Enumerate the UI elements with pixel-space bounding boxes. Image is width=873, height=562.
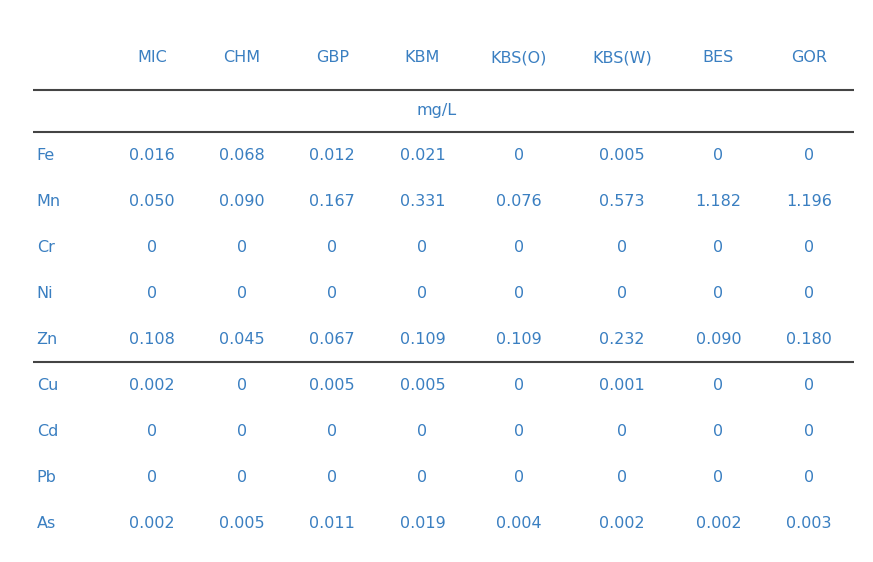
Text: Cr: Cr bbox=[37, 240, 54, 255]
Text: 0: 0 bbox=[514, 424, 524, 439]
Text: CHM: CHM bbox=[223, 50, 260, 65]
Text: 0: 0 bbox=[804, 378, 814, 393]
Text: 0: 0 bbox=[514, 378, 524, 393]
Text: 0.167: 0.167 bbox=[309, 194, 355, 209]
Text: 0.090: 0.090 bbox=[219, 194, 265, 209]
Text: Cu: Cu bbox=[37, 378, 58, 393]
Text: 0: 0 bbox=[804, 240, 814, 255]
Text: Mn: Mn bbox=[37, 194, 61, 209]
Text: 0: 0 bbox=[237, 424, 247, 439]
Text: 0: 0 bbox=[617, 286, 627, 301]
Text: 0: 0 bbox=[327, 470, 337, 485]
Text: 0.109: 0.109 bbox=[400, 332, 445, 347]
Text: KBS(O): KBS(O) bbox=[491, 50, 547, 65]
Text: 0: 0 bbox=[514, 470, 524, 485]
Text: 0: 0 bbox=[327, 286, 337, 301]
Text: 0.021: 0.021 bbox=[400, 148, 445, 162]
Text: 0: 0 bbox=[417, 424, 428, 439]
Text: 0: 0 bbox=[713, 286, 724, 301]
Text: 0.108: 0.108 bbox=[129, 332, 175, 347]
Text: As: As bbox=[37, 516, 56, 531]
Text: 0.002: 0.002 bbox=[599, 516, 645, 531]
Text: mg/L: mg/L bbox=[416, 103, 457, 119]
Text: MIC: MIC bbox=[137, 50, 167, 65]
Text: 0.001: 0.001 bbox=[599, 378, 645, 393]
Text: 0.067: 0.067 bbox=[309, 332, 355, 347]
Text: GOR: GOR bbox=[791, 50, 827, 65]
Text: 0.005: 0.005 bbox=[309, 378, 355, 393]
Text: 0: 0 bbox=[804, 148, 814, 162]
Text: 0.109: 0.109 bbox=[496, 332, 542, 347]
Text: 0.090: 0.090 bbox=[696, 332, 741, 347]
Text: 0: 0 bbox=[514, 240, 524, 255]
Text: 0: 0 bbox=[713, 240, 724, 255]
Text: 0: 0 bbox=[417, 240, 428, 255]
Text: GBP: GBP bbox=[316, 50, 348, 65]
Text: 0: 0 bbox=[713, 470, 724, 485]
Text: 0: 0 bbox=[147, 286, 157, 301]
Text: KBS(W): KBS(W) bbox=[592, 50, 652, 65]
Text: 0: 0 bbox=[327, 240, 337, 255]
Text: Zn: Zn bbox=[37, 332, 58, 347]
Text: 0: 0 bbox=[713, 424, 724, 439]
Text: 0.005: 0.005 bbox=[400, 378, 445, 393]
Text: Cd: Cd bbox=[37, 424, 58, 439]
Text: 0: 0 bbox=[147, 424, 157, 439]
Text: 0: 0 bbox=[804, 424, 814, 439]
Text: 0.011: 0.011 bbox=[309, 516, 355, 531]
Text: 0: 0 bbox=[417, 286, 428, 301]
Text: 0: 0 bbox=[237, 240, 247, 255]
Text: 0: 0 bbox=[514, 286, 524, 301]
Text: 0: 0 bbox=[617, 470, 627, 485]
Text: 0: 0 bbox=[713, 378, 724, 393]
Text: 0: 0 bbox=[713, 148, 724, 162]
Text: 0.002: 0.002 bbox=[696, 516, 741, 531]
Text: 0: 0 bbox=[617, 240, 627, 255]
Text: 0: 0 bbox=[417, 470, 428, 485]
Text: 0: 0 bbox=[147, 240, 157, 255]
Text: 0.068: 0.068 bbox=[219, 148, 265, 162]
Text: 0.045: 0.045 bbox=[219, 332, 265, 347]
Text: BES: BES bbox=[703, 50, 734, 65]
Text: 0.004: 0.004 bbox=[496, 516, 542, 531]
Text: 0: 0 bbox=[514, 148, 524, 162]
Text: 0: 0 bbox=[804, 286, 814, 301]
Text: 0.005: 0.005 bbox=[599, 148, 645, 162]
Text: 0.012: 0.012 bbox=[309, 148, 355, 162]
Text: 0.002: 0.002 bbox=[129, 516, 175, 531]
Text: 0.180: 0.180 bbox=[786, 332, 832, 347]
Text: 0.232: 0.232 bbox=[599, 332, 644, 347]
Text: 0: 0 bbox=[237, 286, 247, 301]
Text: 1.196: 1.196 bbox=[786, 194, 832, 209]
Text: Pb: Pb bbox=[37, 470, 57, 485]
Text: 0.005: 0.005 bbox=[219, 516, 265, 531]
Text: Ni: Ni bbox=[37, 286, 53, 301]
Text: 0.573: 0.573 bbox=[599, 194, 644, 209]
Text: 0: 0 bbox=[327, 424, 337, 439]
Text: 0.050: 0.050 bbox=[129, 194, 175, 209]
Text: 0: 0 bbox=[237, 470, 247, 485]
Text: 0.076: 0.076 bbox=[496, 194, 542, 209]
Text: KBM: KBM bbox=[405, 50, 440, 65]
Text: 0: 0 bbox=[804, 470, 814, 485]
Text: 0.016: 0.016 bbox=[129, 148, 175, 162]
Text: Fe: Fe bbox=[37, 148, 55, 162]
Text: 1.182: 1.182 bbox=[696, 194, 741, 209]
Text: 0.002: 0.002 bbox=[129, 378, 175, 393]
Text: 0: 0 bbox=[617, 424, 627, 439]
Text: 0.019: 0.019 bbox=[400, 516, 445, 531]
Text: 0: 0 bbox=[147, 470, 157, 485]
Text: 0.003: 0.003 bbox=[786, 516, 831, 531]
Text: 0.331: 0.331 bbox=[400, 194, 445, 209]
Text: 0: 0 bbox=[237, 378, 247, 393]
